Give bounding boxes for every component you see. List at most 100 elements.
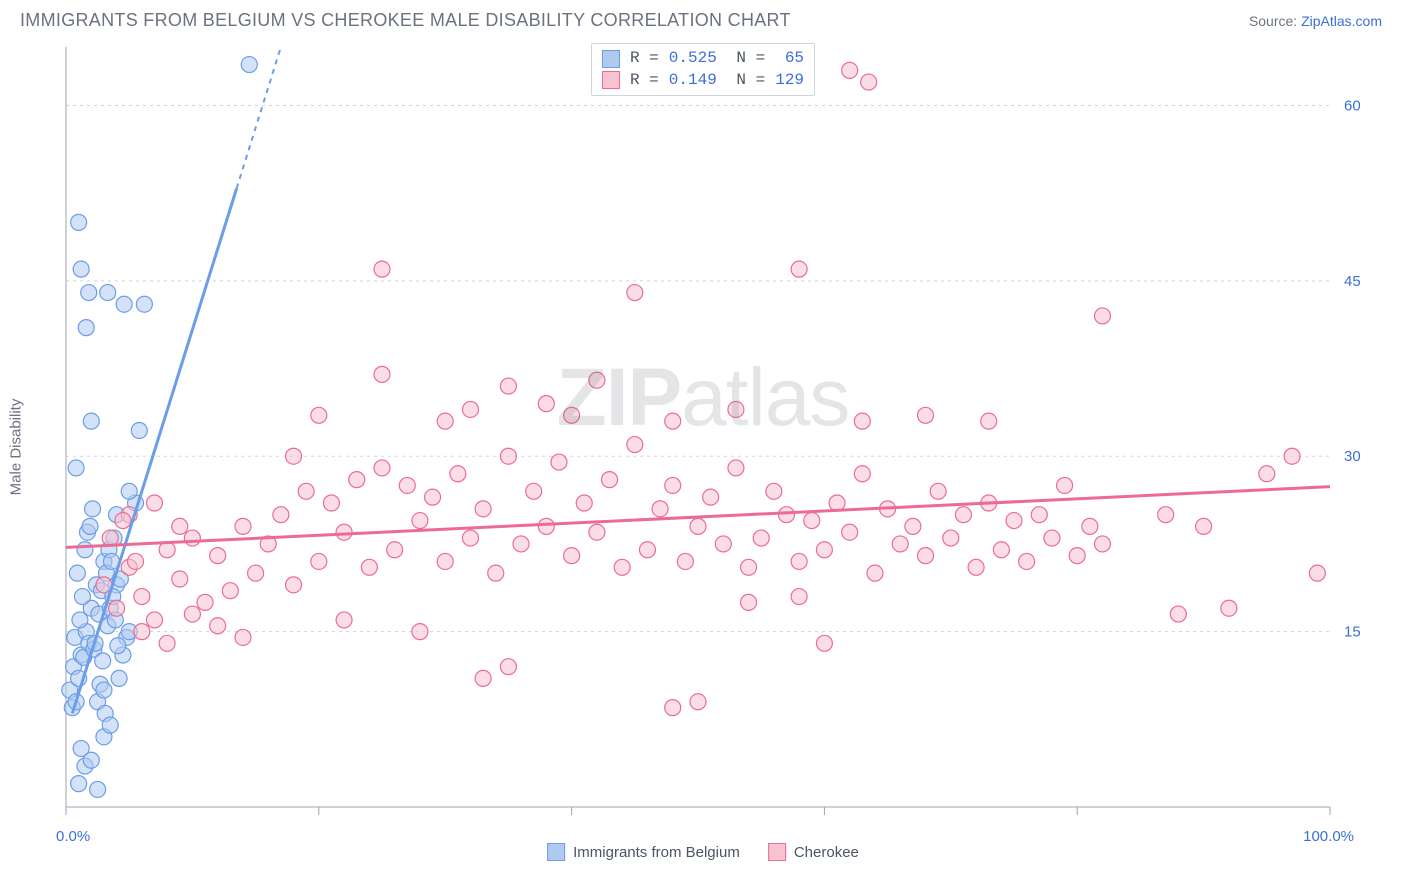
- scatter-point: [1158, 507, 1174, 523]
- scatter-point: [298, 483, 314, 499]
- scatter-point: [778, 507, 794, 523]
- scatter-point: [336, 524, 352, 540]
- scatter-point: [614, 559, 630, 575]
- scatter-point: [842, 62, 858, 78]
- scatter-point: [766, 483, 782, 499]
- scatter-point: [116, 296, 132, 312]
- scatter-point: [412, 513, 428, 529]
- scatter-point: [361, 559, 377, 575]
- scatter-point: [77, 542, 93, 558]
- scatter-point: [728, 460, 744, 476]
- svg-text:60.0%: 60.0%: [1344, 97, 1360, 114]
- scatter-point: [286, 448, 302, 464]
- scatter-point: [311, 407, 327, 423]
- source-attribution: Source: ZipAtlas.com: [1249, 13, 1382, 29]
- scatter-point: [538, 518, 554, 534]
- scatter-point: [690, 694, 706, 710]
- scatter-point: [993, 542, 1009, 558]
- scatter-point: [68, 460, 84, 476]
- scatter-point: [96, 682, 112, 698]
- svg-text:100.0%: 100.0%: [1303, 828, 1354, 845]
- chart-title: IMMIGRANTS FROM BELGIUM VS CHEROKEE MALE…: [20, 10, 791, 31]
- scatter-point: [943, 530, 959, 546]
- scatter-point: [210, 548, 226, 564]
- scatter-point: [1284, 448, 1300, 464]
- scatter-point: [627, 285, 643, 301]
- scatter-point: [816, 542, 832, 558]
- scatter-point: [627, 437, 643, 453]
- legend-item-cherokee: Cherokee: [768, 843, 859, 861]
- legend-swatch-icon: [768, 843, 786, 861]
- scatter-point: [146, 495, 162, 511]
- scatter-point: [184, 530, 200, 546]
- scatter-point: [286, 577, 302, 593]
- source-label: Source:: [1249, 13, 1301, 29]
- scatter-point: [134, 589, 150, 605]
- svg-text:15.0%: 15.0%: [1344, 624, 1360, 641]
- scatter-point: [589, 372, 605, 388]
- svg-text:45.0%: 45.0%: [1344, 273, 1360, 290]
- source-link[interactable]: ZipAtlas.com: [1301, 13, 1382, 29]
- chart-container: Male Disability 15.0%30.0%45.0%60.0%0.0%…: [20, 37, 1386, 857]
- scatter-point: [1170, 606, 1186, 622]
- scatter-point: [488, 565, 504, 581]
- scatter-point: [741, 594, 757, 610]
- scatter-point: [892, 536, 908, 552]
- scatter-point: [248, 565, 264, 581]
- scatter-point: [854, 413, 870, 429]
- scatter-point: [500, 659, 516, 675]
- scatter-point: [81, 285, 97, 301]
- scatter-point: [210, 618, 226, 634]
- scatter-point: [109, 600, 125, 616]
- scatter-point: [804, 513, 820, 529]
- scatter-point: [1082, 518, 1098, 534]
- scatter-point: [69, 565, 85, 581]
- legend-swatch-cherokee: [602, 71, 620, 89]
- legend-swatch-icon: [547, 843, 565, 861]
- scatter-point: [437, 553, 453, 569]
- scatter-point: [95, 653, 111, 669]
- scatter-point: [564, 407, 580, 423]
- scatter-point: [955, 507, 971, 523]
- scatter-point: [102, 717, 118, 733]
- scatter-point: [172, 518, 188, 534]
- scatter-point: [74, 589, 90, 605]
- scatter-point: [73, 741, 89, 757]
- scatter-point: [1221, 600, 1237, 616]
- scatter-point: [159, 635, 175, 651]
- scatter-point: [854, 466, 870, 482]
- scatter-point: [374, 460, 390, 476]
- scatter-point: [349, 472, 365, 488]
- scatter-point: [136, 296, 152, 312]
- scatter-point: [73, 261, 89, 277]
- scatter-point: [78, 320, 94, 336]
- scatter-point: [399, 477, 415, 493]
- scatter-point: [90, 781, 106, 797]
- scatter-point: [867, 565, 883, 581]
- scatter-point: [450, 466, 466, 482]
- scatter-point: [589, 524, 605, 540]
- scatter-point: [222, 583, 238, 599]
- scatter-point: [576, 495, 592, 511]
- svg-text:0.0%: 0.0%: [56, 828, 90, 845]
- legend-row-cherokee: R = 0.149 N = 129: [602, 70, 804, 92]
- scatter-point: [1031, 507, 1047, 523]
- scatter-point: [791, 261, 807, 277]
- correlation-legend: R = 0.525 N = 65 R = 0.149 N = 129: [591, 43, 815, 96]
- scatter-point: [526, 483, 542, 499]
- scatter-point: [111, 670, 127, 686]
- scatter-point: [83, 413, 99, 429]
- scatter-point: [930, 483, 946, 499]
- svg-text:30.0%: 30.0%: [1344, 448, 1360, 465]
- r-value-belgium: 0.525: [669, 48, 717, 70]
- scatter-point: [1196, 518, 1212, 534]
- trend-line: [72, 188, 236, 713]
- n-value-belgium: 65: [775, 48, 804, 70]
- scatter-point: [703, 489, 719, 505]
- scatter-point: [172, 571, 188, 587]
- scatter-point: [100, 285, 116, 301]
- scatter-point: [564, 548, 580, 564]
- scatter-point: [412, 624, 428, 640]
- scatter-point: [918, 548, 934, 564]
- legend-swatch-belgium: [602, 50, 620, 68]
